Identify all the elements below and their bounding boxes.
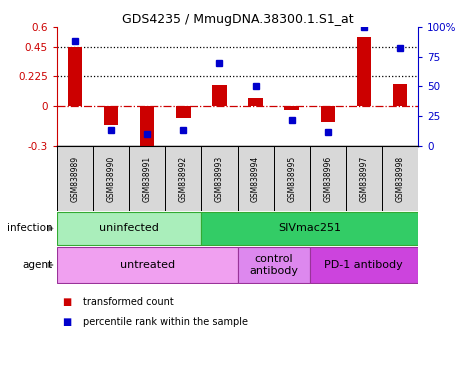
Bar <box>104 106 118 125</box>
Bar <box>201 146 238 211</box>
Bar <box>248 98 263 106</box>
Text: SIVmac251: SIVmac251 <box>278 223 341 233</box>
Text: transformed count: transformed count <box>83 296 174 307</box>
Bar <box>382 146 418 211</box>
Text: GSM838997: GSM838997 <box>360 156 368 202</box>
Text: ■: ■ <box>62 296 71 307</box>
Text: percentile rank within the sample: percentile rank within the sample <box>83 316 248 327</box>
Bar <box>274 146 310 211</box>
Text: GSM838990: GSM838990 <box>107 156 115 202</box>
Bar <box>357 38 371 106</box>
Bar <box>140 106 154 149</box>
Bar <box>165 146 201 211</box>
Text: GSM838998: GSM838998 <box>396 156 404 202</box>
Text: GSM838989: GSM838989 <box>71 156 79 202</box>
Text: GSM838994: GSM838994 <box>251 156 260 202</box>
Text: agent: agent <box>22 260 52 270</box>
Bar <box>57 146 93 211</box>
Bar <box>346 146 382 211</box>
Bar <box>176 106 190 118</box>
Bar <box>238 146 274 211</box>
Bar <box>68 47 82 106</box>
Bar <box>212 85 227 106</box>
Text: untreated: untreated <box>120 260 175 270</box>
Text: control
antibody: control antibody <box>249 254 298 276</box>
Bar <box>129 146 165 211</box>
Bar <box>201 212 418 245</box>
Text: GSM838993: GSM838993 <box>215 156 224 202</box>
Text: GSM838991: GSM838991 <box>143 156 152 202</box>
Bar <box>393 84 407 106</box>
Bar <box>57 212 201 245</box>
Bar <box>310 146 346 211</box>
Text: GSM838995: GSM838995 <box>287 156 296 202</box>
Bar <box>285 106 299 110</box>
Text: infection: infection <box>7 223 52 233</box>
Text: ■: ■ <box>62 316 71 327</box>
Text: PD-1 antibody: PD-1 antibody <box>324 260 403 270</box>
Text: uninfected: uninfected <box>99 223 159 233</box>
Bar <box>238 247 310 283</box>
Bar <box>310 247 418 283</box>
Bar <box>57 247 238 283</box>
Bar <box>321 106 335 122</box>
Text: GSM838992: GSM838992 <box>179 156 188 202</box>
Bar <box>93 146 129 211</box>
Title: GDS4235 / MmugDNA.38300.1.S1_at: GDS4235 / MmugDNA.38300.1.S1_at <box>122 13 353 26</box>
Text: GSM838996: GSM838996 <box>323 156 332 202</box>
